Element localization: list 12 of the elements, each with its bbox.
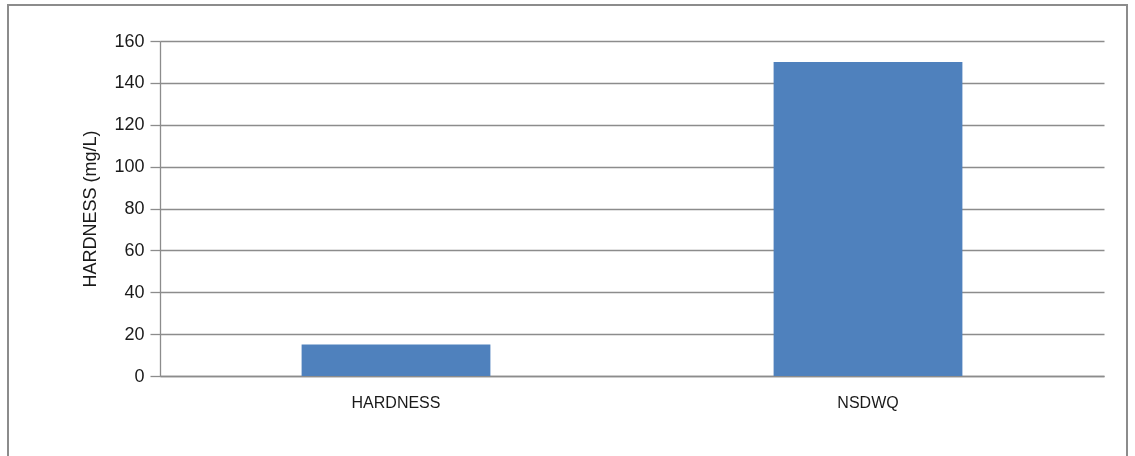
x-tick-label: HARDNESS [351,393,441,411]
y-tick-label: 120 [114,114,145,135]
y-tick-label: 100 [114,156,145,177]
y-tick-label: 80 [124,198,145,218]
y-axis-title: HARDNESS (mg/L) [80,130,101,288]
y-tick-label: 40 [124,281,145,302]
y-tick-label: 0 [134,365,145,386]
y-tick-label: 140 [114,72,145,93]
x-tick-label: NSDWQ [837,393,899,411]
y-tick-label: 160 [114,30,145,51]
y-tick-label: 20 [124,323,145,344]
y-tick-label: 60 [124,239,145,260]
